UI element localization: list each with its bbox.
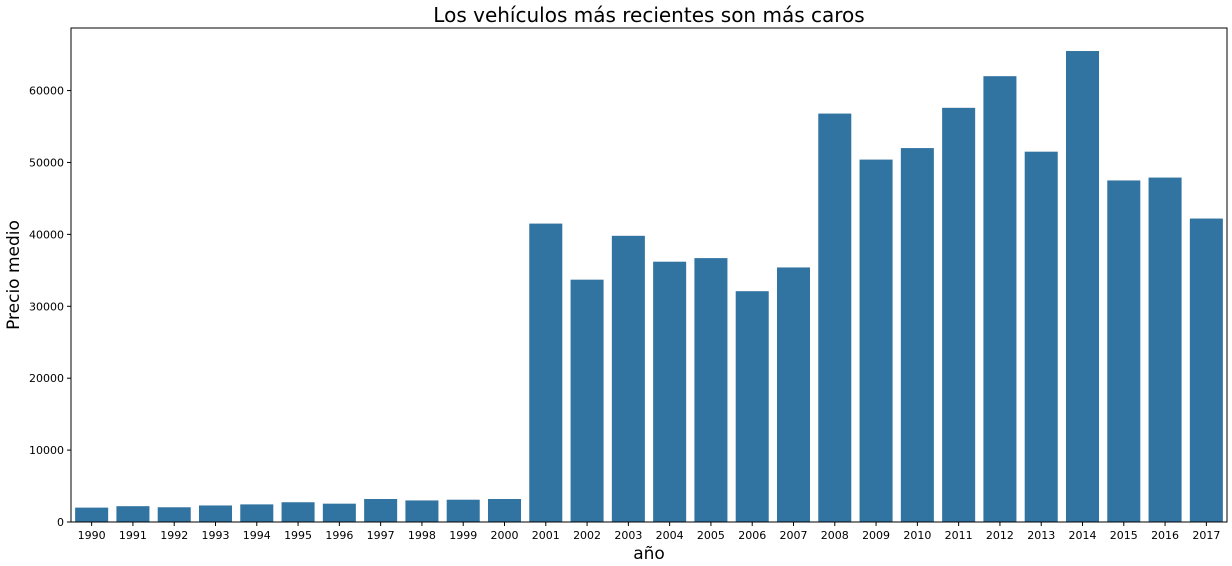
x-tick-label-1994: 1994 [243,529,271,542]
x-tick-label-2012: 2012 [986,529,1014,542]
bar-2004 [653,261,687,522]
bars-group [75,51,1223,523]
bar-2010 [900,148,934,522]
bar-1993 [198,505,233,522]
bar-2008 [818,113,852,522]
x-tick-label-2011: 2011 [945,529,973,542]
chart-title: Los vehículos más recientes son más caro… [433,3,864,27]
y-tick-label-0: 0 [57,516,64,529]
bar-1997 [364,498,398,522]
x-tick-label-1991: 1991 [119,529,147,542]
plot-frame [70,27,1228,523]
bar-2014 [1065,51,1100,522]
x-tick-label-1999: 1999 [449,529,477,542]
bar-2000 [487,498,522,522]
x-tick-label-2017: 2017 [1192,529,1220,542]
bar-1996 [322,503,356,522]
x-tick-label-1993: 1993 [202,529,230,542]
x-tick-label-2008: 2008 [821,529,849,542]
bar-2002 [570,279,604,522]
bar-2013 [1024,151,1058,522]
bar-2017 [1189,218,1223,523]
x-tick-label-2010: 2010 [903,529,931,542]
bar-2009 [859,159,893,522]
bar-2006 [735,291,769,522]
x-tick-label-1998: 1998 [408,529,436,542]
bar-2011 [942,107,976,522]
x-tick-label-2013: 2013 [1027,529,1055,542]
bar-1992 [157,507,191,522]
x-tick-label-2014: 2014 [1069,529,1097,542]
y-tick-label-10000: 10000 [29,444,64,457]
bar-1994 [240,504,274,522]
bar-2007 [776,267,811,522]
x-tick-label-1996: 1996 [325,529,353,542]
y-axis: 0 10000 20000 30000 40000 50000 60000 [29,85,71,529]
bar-1991 [116,506,150,522]
bar-2016 [1148,177,1182,522]
bar-1999 [446,499,480,522]
bar-2001 [529,223,563,522]
bar-1990 [75,507,109,522]
y-tick-label-40000: 40000 [29,228,64,241]
x-tick-label-2006: 2006 [738,529,766,542]
x-tick-label-2003: 2003 [614,529,642,542]
x-tick-label-2000: 2000 [491,529,519,542]
bar-2003 [611,235,645,522]
y-tick-label-20000: 20000 [29,372,64,385]
x-tick-label-2009: 2009 [862,529,890,542]
x-tick-label-1990: 1990 [78,529,106,542]
x-tick-label-2002: 2002 [573,529,601,542]
x-tick-label-2015: 2015 [1110,529,1138,542]
bar-2005 [694,258,728,522]
x-axis: 1990 1991 1992 1993 1994 1995 1996 1997 1998 1999… [78,522,1220,542]
x-tick-label-2016: 2016 [1151,529,1179,542]
bar-2012 [983,76,1017,523]
y-axis-label: Precio medio [4,220,24,330]
y-tick-label-30000: 30000 [29,300,64,313]
x-tick-label-2001: 2001 [532,529,560,542]
bar-1995 [281,502,315,522]
bar-2015 [1107,180,1141,522]
x-tick-label-1992: 1992 [160,529,188,542]
bar-1998 [405,500,439,522]
x-tick-label-1995: 1995 [284,529,312,542]
x-tick-label-2004: 2004 [656,529,684,542]
x-tick-label-2005: 2005 [697,529,725,542]
x-axis-label: año [633,544,665,564]
x-tick-label-2007: 2007 [780,529,808,542]
y-tick-label-50000: 50000 [29,156,64,169]
x-tick-label-1997: 1997 [367,529,395,542]
y-tick-label-60000: 60000 [29,85,64,98]
